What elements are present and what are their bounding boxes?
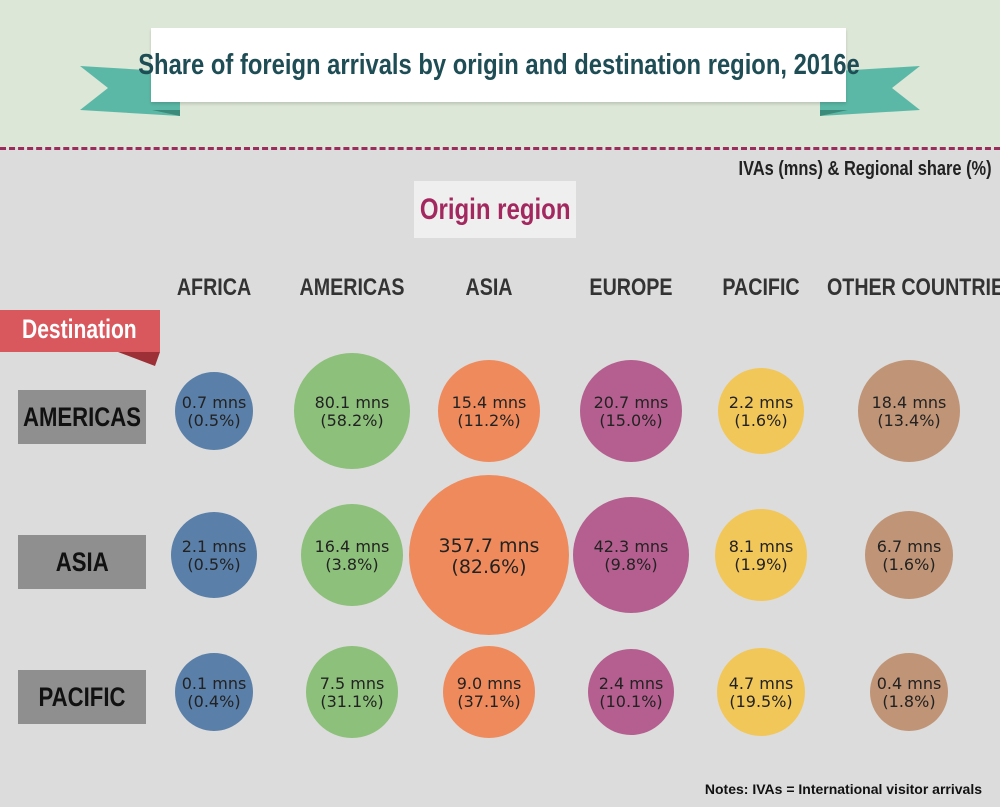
dashed-divider (0, 147, 1000, 150)
column-header-other-countries: OTHER COUNTRIES (827, 274, 1000, 301)
column-header-europe: EUROPE (589, 274, 673, 301)
bubble-asia-from-asia (409, 475, 569, 635)
column-header-asia: ASIA (465, 274, 513, 301)
value-label-asia-from-americas: 16.4 mns (315, 537, 390, 556)
bubble-americas-from-asia (438, 360, 540, 462)
value-label-pacific-from-americas: 7.5 mns (320, 674, 385, 693)
bubble-asia-from-europe (573, 497, 689, 613)
bubble-pacific-from-other-countries (870, 653, 948, 731)
value-label-asia-from-asia: 357.7 mns (439, 535, 540, 557)
value-label-pacific-from-europe: 2.4 mns (599, 674, 664, 693)
bubble-americas-from-africa (175, 372, 253, 450)
destination-tag (0, 310, 160, 366)
share-label-americas-from-asia: (11.2%) (457, 411, 520, 430)
value-label-asia-from-africa: 2.1 mns (182, 537, 247, 556)
value-label-asia-from-other-countries: 6.7 mns (877, 537, 942, 556)
value-label-pacific-from-pacific: 4.7 mns (729, 674, 794, 693)
share-label-americas-from-americas: (58.2%) (320, 411, 383, 430)
bubble-americas-from-americas (294, 353, 410, 469)
origin-region-label: Origin region (419, 192, 571, 226)
value-label-pacific-from-africa: 0.1 mns (182, 674, 247, 693)
share-label-pacific-from-africa: (0.4%) (187, 692, 240, 711)
share-label-pacific-from-other-countries: (1.8%) (882, 692, 935, 711)
unit-note: IVAs (mns) & Regional share (%) (738, 158, 992, 180)
column-header-pacific: PACIFIC (722, 274, 800, 301)
bubble-asia-from-pacific (715, 509, 807, 601)
share-label-asia-from-asia: (82.6%) (451, 556, 526, 578)
bubble-pacific-from-americas (306, 646, 398, 738)
row-label-asia: ASIA (18, 535, 146, 589)
row-label-pacific: PACIFIC (18, 670, 146, 724)
bubble-americas-from-europe (580, 360, 682, 462)
row-label-americas-text: AMERICAS (22, 401, 142, 432)
bubble-pacific-from-europe (588, 649, 674, 735)
value-label-americas-from-pacific: 2.2 mns (729, 393, 794, 412)
share-label-asia-from-americas: (3.8%) (325, 555, 378, 574)
column-header-americas: AMERICAS (299, 274, 405, 301)
value-label-americas-from-africa: 0.7 mns (182, 393, 247, 412)
value-label-pacific-from-other-countries: 0.4 mns (877, 674, 942, 693)
share-label-asia-from-africa: (0.5%) (187, 555, 240, 574)
value-label-americas-from-europe: 20.7 mns (594, 393, 669, 412)
value-label-asia-from-europe: 42.3 mns (594, 537, 669, 556)
value-label-asia-from-pacific: 8.1 mns (729, 537, 794, 556)
share-label-americas-from-pacific: (1.6%) (734, 411, 787, 430)
bubble-asia-from-americas (301, 504, 403, 606)
share-label-pacific-from-asia: (37.1%) (457, 692, 520, 711)
share-label-asia-from-other-countries: (1.6%) (882, 555, 935, 574)
title-box: Share of foreign arrivals by origin and … (138, 28, 859, 102)
bubble-pacific-from-africa (175, 653, 253, 731)
chart-title: Share of foreign arrivals by origin and … (137, 48, 860, 81)
bubble-pacific-from-asia (443, 646, 535, 738)
bubble-americas-from-other-countries (858, 360, 960, 462)
bubble-asia-from-other-countries (865, 511, 953, 599)
bubble-asia-from-africa (171, 512, 257, 598)
share-label-americas-from-other-countries: (13.4%) (877, 411, 940, 430)
value-label-americas-from-americas: 80.1 mns (315, 393, 390, 412)
bubble-pacific-from-pacific (717, 648, 805, 736)
share-label-asia-from-europe: (9.8%) (604, 555, 657, 574)
share-label-americas-from-africa: (0.5%) (187, 411, 240, 430)
value-label-americas-from-other-countries: 18.4 mns (872, 393, 947, 412)
row-label-americas: AMERICAS (18, 390, 146, 444)
value-label-pacific-from-asia: 9.0 mns (457, 674, 522, 693)
share-label-pacific-from-europe: (10.1%) (599, 692, 662, 711)
origin-region-box: Origin region (414, 181, 576, 238)
row-label-pacific-text: PACIFIC (38, 681, 126, 712)
share-label-americas-from-europe: (15.0%) (599, 411, 662, 430)
footnote: Notes: IVAs = International visitor arri… (704, 781, 982, 797)
bubble-americas-from-pacific (718, 368, 804, 454)
value-label-americas-from-asia: 15.4 mns (452, 393, 527, 412)
column-header-africa: AFRICA (176, 274, 252, 301)
share-label-asia-from-pacific: (1.9%) (734, 555, 787, 574)
share-label-pacific-from-pacific: (19.5%) (729, 692, 792, 711)
row-label-asia-text: ASIA (55, 546, 109, 577)
destination-label: Destination (22, 314, 137, 344)
share-label-pacific-from-americas: (31.1%) (320, 692, 383, 711)
